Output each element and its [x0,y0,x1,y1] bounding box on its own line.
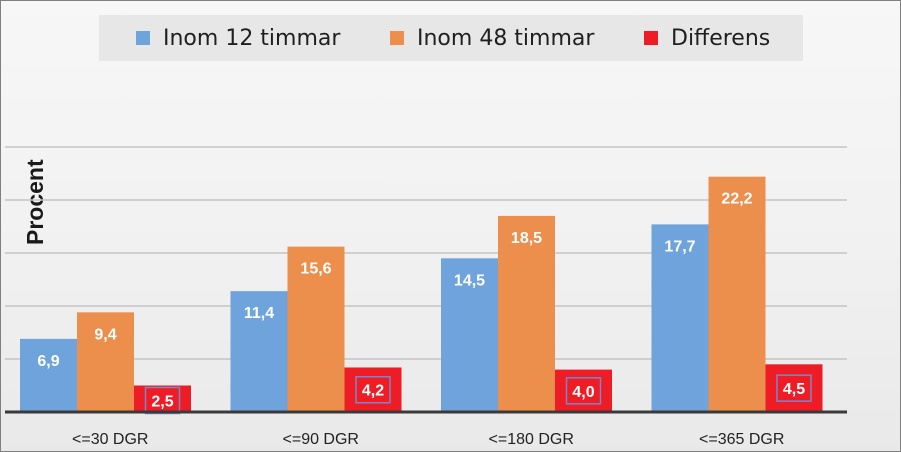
legend-item-inom-48: Inom 48 timmar [390,15,594,61]
data-label: 14,5 [454,272,485,289]
legend-label-inom-48: Inom 48 timmar [417,25,595,51]
bar [441,258,498,412]
data-label: 18,5 [511,230,542,247]
legend-swatch-differens [644,31,658,45]
bar [77,312,134,412]
data-label-box [144,386,181,415]
bar [287,246,345,412]
data-label: 15,6 [300,261,331,278]
legend-label-differens: Differens [671,25,771,51]
legend-item-differens: Differens [644,15,770,61]
legend-swatch-inom-12 [136,31,150,45]
legend-swatch-inom-48 [390,31,404,45]
data-label: 4,0 [572,384,594,401]
data-label-box [776,374,812,402]
bar [498,215,555,412]
data-label: 4,2 [362,383,384,400]
x-tick-label: <=180 DGR [489,431,574,448]
data-label: 4,5 [783,381,805,398]
data-label-box [355,375,391,404]
data-label: 11,4 [244,305,274,322]
bar [651,224,709,412]
bar [20,338,77,412]
x-tick-label: <=365 DGR [699,431,784,448]
x-tick-label: <=90 DGR [283,431,359,448]
data-label: 6,9 [37,353,59,370]
legend-item-inom-12: Inom 12 timmar [136,15,340,61]
bar [230,291,288,412]
legend-label-inom-12: Inom 12 timmar [163,25,341,51]
data-label: 2,5 [151,394,173,411]
data-label: 22,2 [721,191,752,208]
legend: Inom 12 timmar Inom 48 timmar Differens [99,15,803,61]
data-label: 17,7 [664,238,695,255]
x-tick-label: <=30 DGR [72,431,148,448]
bar [708,176,766,412]
data-label-box [565,377,602,405]
data-label: 9,4 [94,326,116,343]
